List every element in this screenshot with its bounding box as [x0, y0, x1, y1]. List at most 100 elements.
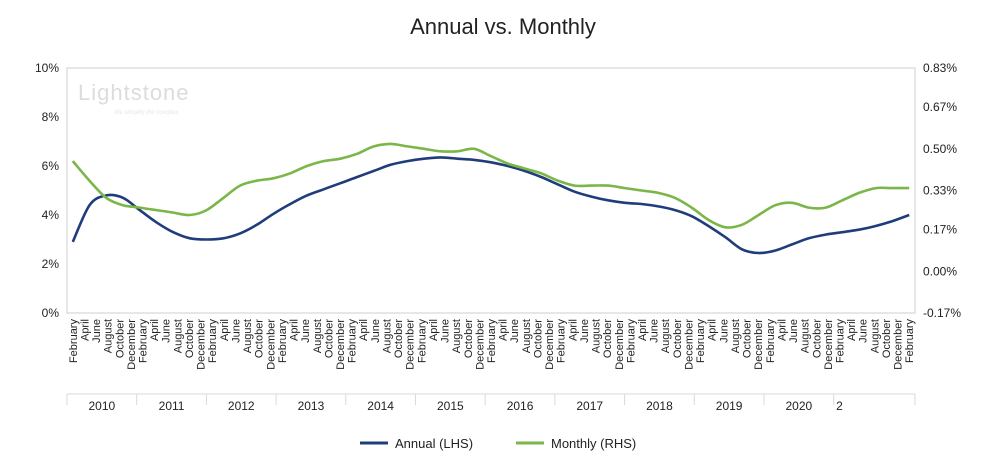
series-line-monthly — [71, 142, 910, 229]
x-tick-label: April — [219, 319, 231, 341]
x-tick-label: April — [846, 319, 858, 341]
x-tick-label: October — [881, 319, 893, 358]
x-axis: February April June August October December Fe… — [68, 319, 916, 370]
x-tick-label: August — [451, 319, 463, 353]
x-tick-label: October — [463, 319, 475, 358]
x-tick-label: October — [323, 319, 335, 358]
x-tick-label: February — [138, 319, 150, 364]
x-tick-label: June — [230, 319, 242, 343]
x-tick-label: December — [405, 319, 417, 370]
y-axis-right: -0.17% 0.00% 0.17% 0.33% 0.50% 0.67% 0.83% — [923, 61, 961, 320]
x-tick-label: December — [753, 319, 765, 370]
series-line-annual — [71, 156, 910, 255]
x-tick-label: February — [68, 319, 80, 364]
plot-area — [66, 67, 916, 314]
year-label: 2018 — [646, 399, 673, 413]
x-tick-label: August — [730, 319, 742, 353]
x-tick-label: April — [289, 319, 301, 341]
y-right-tick-label: 0.17% — [923, 223, 957, 237]
y-right-tick-label: 0.33% — [923, 184, 957, 198]
x-tick-label: December — [683, 319, 695, 370]
watermark-tagline: We simplify the complex — [114, 110, 180, 116]
x-tick-label: August — [242, 319, 254, 353]
y-left-tick-label: 0% — [42, 306, 60, 320]
legend-label-annual: Annual (LHS) — [395, 436, 473, 451]
y-left-tick-label: 6% — [42, 159, 60, 173]
x-tick-label: October — [742, 319, 754, 358]
year-label: 2010 — [88, 399, 115, 413]
x-tick-label: December — [893, 319, 905, 370]
x-tick-label: December — [196, 319, 208, 370]
y-left-tick-label: 2% — [42, 257, 60, 271]
year-label: 2012 — [228, 399, 255, 413]
x-tick-label: August — [869, 319, 881, 353]
x-tick-label: December — [265, 319, 277, 370]
x-tick-label: August — [172, 319, 184, 353]
y-right-tick-label: -0.17% — [923, 306, 961, 320]
x-tick-label: February — [277, 319, 289, 364]
x-tick-label: August — [312, 319, 324, 353]
x-tick-label: October — [811, 319, 823, 358]
x-tick-label: October — [532, 319, 544, 358]
y-left-tick-label: 4% — [42, 208, 60, 222]
x-tick-label: October — [254, 319, 266, 358]
year-label: 2 — [836, 399, 843, 413]
year-label: 2016 — [507, 399, 534, 413]
year-label: 2013 — [298, 399, 325, 413]
x-tick-label: April — [149, 319, 161, 341]
watermark-logo: Lightstone We simplify the complex — [78, 80, 190, 116]
x-tick-label: August — [591, 319, 603, 353]
x-tick-label: February — [834, 319, 846, 364]
y-right-tick-label: 0.00% — [923, 264, 957, 278]
year-label: 2019 — [716, 399, 743, 413]
x-tick-label: June — [649, 319, 661, 343]
year-label: 2011 — [159, 399, 185, 413]
x-tick-label: April — [358, 319, 370, 341]
x-tick-label: February — [486, 319, 498, 364]
legend: Annual (LHS) Monthly (RHS) — [360, 436, 636, 451]
x-tick-label: December — [614, 319, 626, 370]
x-tick-label: June — [91, 319, 103, 343]
year-axis: 2010 2011 2012 2013 2014 2015 2016 2017 2018 2019… — [66, 393, 916, 413]
x-tick-label: June — [718, 319, 730, 343]
x-tick-label: June — [300, 319, 312, 343]
x-tick-label: February — [207, 319, 219, 364]
x-tick-label: February — [416, 319, 428, 364]
x-tick-label: August — [521, 319, 533, 353]
x-tick-label: February — [556, 319, 568, 364]
x-tick-label: December — [335, 319, 347, 370]
x-tick-label: June — [579, 319, 591, 343]
x-tick-label: October — [184, 319, 196, 358]
x-tick-label: December — [474, 319, 486, 370]
x-tick-label: June — [858, 319, 870, 343]
series-lines — [71, 142, 910, 255]
watermark-name: Lightstone — [78, 80, 190, 105]
x-tick-label: April — [428, 319, 440, 341]
x-tick-label: June — [509, 319, 521, 343]
year-label: 2014 — [367, 399, 394, 413]
y-left-tick-label: 10% — [35, 61, 59, 75]
x-tick-label: June — [440, 319, 452, 343]
year-label: 2015 — [437, 399, 464, 413]
y-right-tick-label: 0.67% — [923, 100, 957, 114]
x-tick-label: October — [672, 319, 684, 358]
x-tick-label: December — [126, 319, 138, 370]
year-label: 2020 — [785, 399, 812, 413]
legend-label-monthly: Monthly (RHS) — [551, 436, 636, 451]
x-tick-label: February — [765, 319, 777, 364]
x-tick-label: April — [776, 319, 788, 341]
x-tick-label: April — [637, 319, 649, 341]
x-tick-label: October — [114, 319, 126, 358]
year-label: 2017 — [576, 399, 603, 413]
x-tick-label: April — [567, 319, 579, 341]
x-tick-label: August — [103, 319, 115, 353]
chart-title: Annual vs. Monthly — [410, 14, 596, 39]
x-tick-label: February — [625, 319, 637, 364]
x-tick-label: April — [707, 319, 719, 341]
x-tick-label: August — [800, 319, 812, 353]
x-tick-label: August — [381, 319, 393, 353]
y-right-tick-label: 0.83% — [923, 61, 957, 75]
y-left-tick-label: 8% — [42, 110, 60, 124]
x-tick-label: June — [161, 319, 173, 343]
x-tick-label: February — [347, 319, 359, 364]
